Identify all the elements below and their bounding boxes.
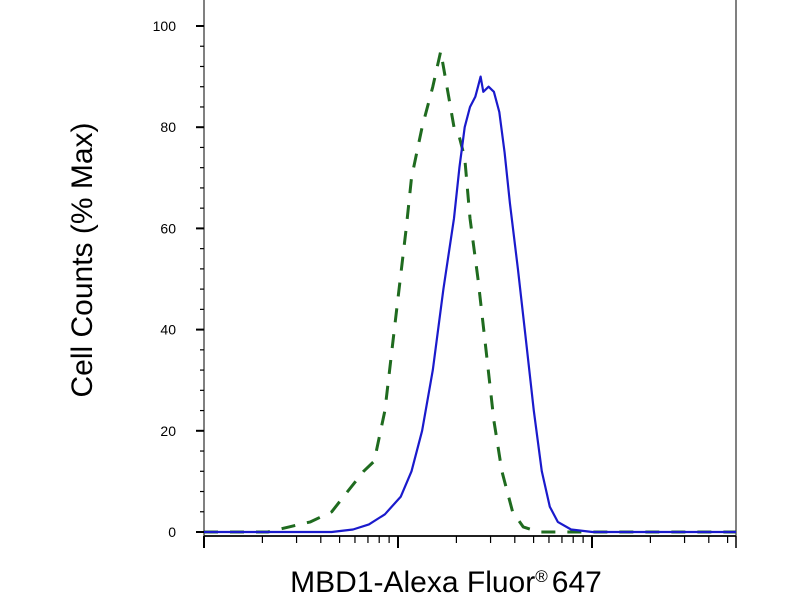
y-axis-label: Cell Counts (% Max)	[66, 122, 99, 397]
x-axis-label-registered-mark: ®	[535, 567, 548, 586]
y-tick-label: 20	[160, 423, 176, 439]
series-line-dashed	[204, 49, 736, 534]
x-axis-label-main: MBD1-Alexa Fluor	[290, 566, 535, 599]
plot-frame	[203, 0, 737, 537]
x-axis-label: MBD1-Alexa Fluor® 647	[290, 566, 602, 599]
x-axis	[203, 535, 737, 548]
series-layer	[204, 49, 736, 534]
x-axis-label-number: 647	[552, 566, 602, 599]
y-axis: 0 20 40 60 80 100	[153, 18, 204, 540]
y-tick-label: 80	[160, 119, 176, 135]
y-tick-label: 40	[160, 322, 176, 338]
y-tick-label: 60	[160, 220, 176, 236]
y-tick-label: 0	[168, 524, 176, 540]
y-tick-label: 100	[153, 18, 177, 34]
series-line-solid	[204, 75, 736, 534]
